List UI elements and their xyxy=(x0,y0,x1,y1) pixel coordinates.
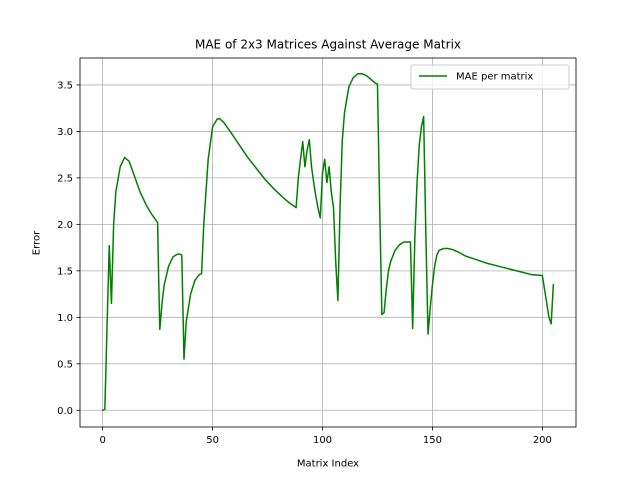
legend-box xyxy=(410,64,570,90)
chart-title: MAE of 2x3 Matrices Against Average Matr… xyxy=(195,38,461,52)
axis-ticks: 0 50 100 150 200 0.0 0.5 1.0 1.5 2.0 2.5 3.0 3.5 xyxy=(57,80,552,446)
x-tick-label: 0 xyxy=(99,435,105,446)
y-tick-label: 1.0 xyxy=(57,313,73,324)
y-tick-label: 2.5 xyxy=(57,173,73,184)
x-tick-label: 200 xyxy=(533,435,552,446)
y-tick-label: 3.0 xyxy=(57,127,73,138)
legend-label: MAE per matrix xyxy=(456,72,533,83)
plot-frame xyxy=(79,57,577,428)
y-tick-label: 0.5 xyxy=(57,359,73,370)
x-tick-label: 150 xyxy=(423,435,442,446)
y-tick-label: 1.5 xyxy=(57,266,73,277)
x-tick-label: 50 xyxy=(206,435,219,446)
series-layer xyxy=(101,73,555,412)
y-tick-label: 3.5 xyxy=(57,80,73,91)
y-axis-label: Error xyxy=(32,230,43,255)
x-tick-label: 100 xyxy=(313,435,332,446)
x-axis-label: Matrix Index xyxy=(297,459,359,470)
legend: MAE per matrix xyxy=(410,64,570,90)
series-line-mae-per-matrix xyxy=(101,73,555,412)
y-tick-label: 2.0 xyxy=(57,220,73,231)
y-tick-label: 0.0 xyxy=(57,406,73,417)
